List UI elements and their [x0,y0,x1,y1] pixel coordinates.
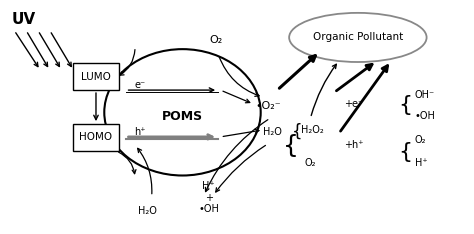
Text: Organic Pollutant: Organic Pollutant [313,33,403,42]
Text: O₂: O₂ [305,158,316,168]
Text: O₂: O₂ [209,35,222,45]
Bar [73,63,118,90]
Text: {: { [283,134,299,158]
Text: H₂O: H₂O [263,127,282,137]
Text: {: { [292,123,302,141]
Text: UV: UV [12,12,36,27]
Text: e⁻: e⁻ [134,80,146,90]
Text: H⁺
+
•OH: H⁺ + •OH [198,181,219,214]
Text: •OH: •OH [415,111,436,121]
Text: +e⁻: +e⁻ [344,99,363,109]
Text: {: { [398,95,412,115]
Text: HOMO: HOMO [80,132,112,143]
Bar [73,124,118,151]
Text: OH⁻: OH⁻ [415,90,435,100]
Text: H₂O: H₂O [137,206,156,216]
Text: LUMO: LUMO [81,72,111,82]
Text: O₂: O₂ [415,135,426,145]
Text: •O₂⁻: •O₂⁻ [255,102,281,111]
Ellipse shape [104,49,261,176]
Text: H₂O₂: H₂O₂ [301,125,324,135]
Text: {: { [398,142,412,161]
Text: POMS: POMS [162,110,203,124]
Text: h⁺: h⁺ [134,127,146,137]
Ellipse shape [289,13,427,62]
Text: H⁺: H⁺ [415,158,428,168]
Text: +h⁺: +h⁺ [344,140,363,150]
